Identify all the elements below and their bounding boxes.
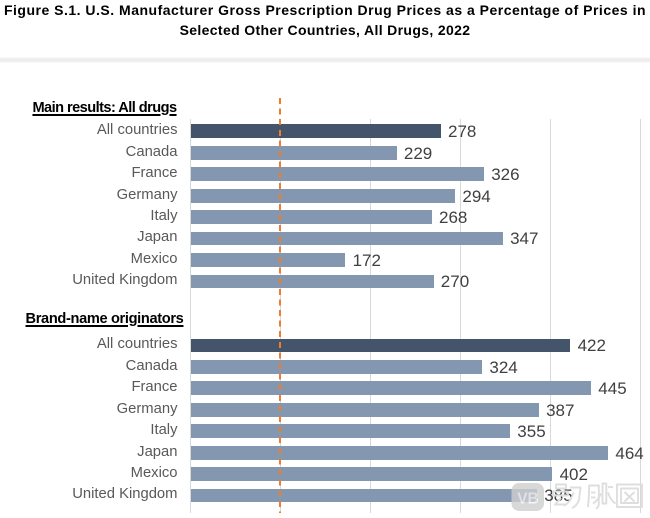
svg-text:VB: VB	[517, 491, 539, 508]
